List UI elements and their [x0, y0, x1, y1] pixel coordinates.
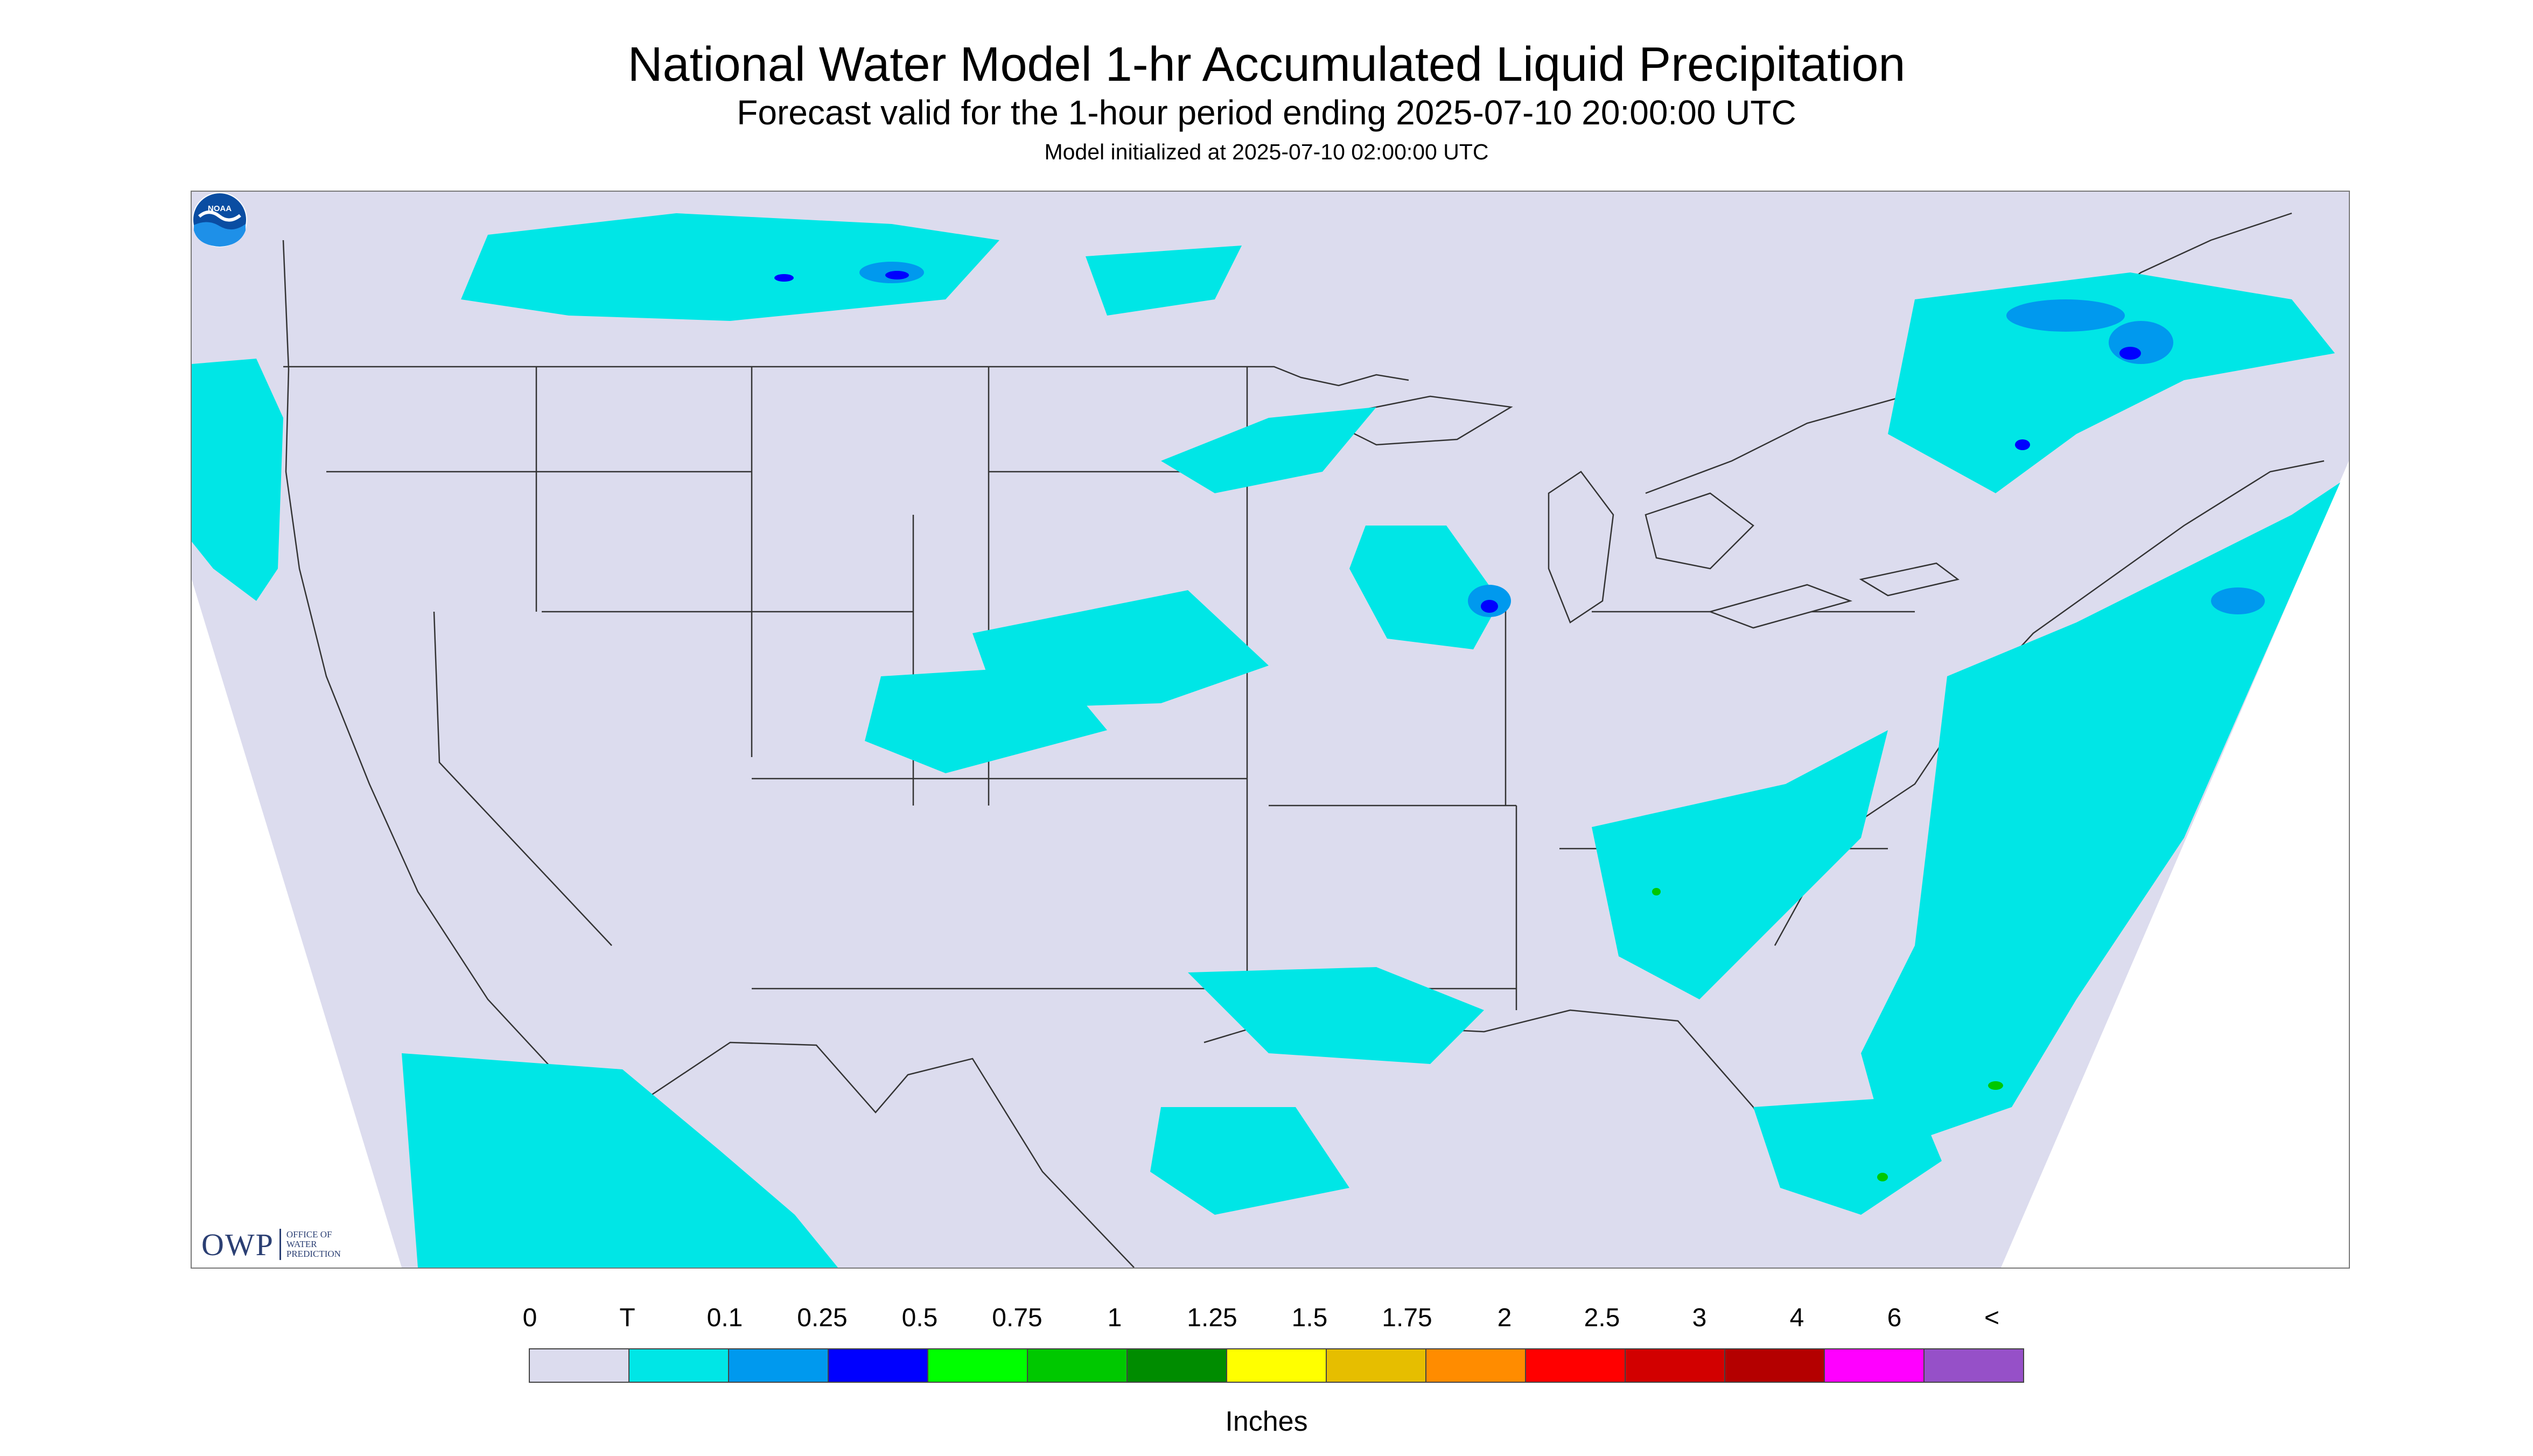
legend-swatch [1326, 1348, 1426, 1383]
precipitation-trace-areas [192, 213, 2340, 1268]
legend-tick-label: 2.5 [1584, 1304, 1620, 1332]
legend-tick-label: < [1984, 1304, 2000, 1332]
legend-swatch [1724, 1348, 1825, 1383]
legend-swatch [1525, 1348, 1626, 1383]
legend-tick-label: 0.5 [901, 1304, 938, 1332]
legend-tick-label: T [619, 1304, 635, 1332]
legend-swatch [1824, 1348, 1925, 1383]
map-canvas [192, 192, 2349, 1268]
noaa-logo-icon: NOAA [192, 192, 247, 247]
owp-logo-line: WATER [286, 1239, 317, 1249]
legend-tick-label: 2 [1497, 1304, 1512, 1332]
legend-tick-label: 1.25 [1187, 1304, 1237, 1332]
legend-swatch [1625, 1348, 1725, 1383]
legend-swatch [1923, 1348, 2024, 1383]
precipitation-heavy-areas [1652, 888, 2003, 1181]
map-subtitle: Forecast valid for the 1-hour period end… [737, 93, 1796, 132]
owp-logo: OWP OFFICE OF WATER PREDICTION [201, 1226, 341, 1263]
legend-swatch [927, 1348, 1028, 1383]
legend-swatch [828, 1348, 928, 1383]
color-legend [529, 1348, 2024, 1383]
legend-tick-label: 1.75 [1382, 1304, 1432, 1332]
legend-tick-label: 6 [1887, 1304, 1902, 1332]
legend-swatch [1126, 1348, 1227, 1383]
model-domain [192, 192, 2349, 1268]
legend-swatch [1425, 1348, 1526, 1383]
legend-tick-label: 1.5 [1291, 1304, 1328, 1332]
legend-swatch [1027, 1348, 1128, 1383]
legend-swatch [628, 1348, 729, 1383]
map-title: National Water Model 1-hr Accumulated Li… [627, 38, 1906, 92]
legend-tick-label: 4 [1789, 1304, 1804, 1332]
owp-logo-line: PREDICTION [286, 1249, 341, 1259]
owp-logo-divider [279, 1229, 281, 1260]
svg-text:NOAA: NOAA [208, 204, 232, 213]
legend-tick-label: 0.75 [992, 1304, 1042, 1332]
legend-units: Inches [1225, 1406, 1308, 1437]
legend-tick-label: 3 [1692, 1304, 1707, 1332]
legend-tick-label: 0 [522, 1304, 537, 1332]
owp-logo-text: OFFICE OF WATER PREDICTION [286, 1230, 341, 1259]
legend-swatch [728, 1348, 829, 1383]
legend-tick-label: 0.25 [797, 1304, 848, 1332]
model-init-note: Model initialized at 2025-07-10 02:00:00… [1044, 139, 1489, 164]
precipitation-moderate-areas [774, 271, 2141, 613]
legend-tick-label: 1 [1107, 1304, 1122, 1332]
legend-swatch [1226, 1348, 1327, 1383]
legend-tick-label: 0.1 [706, 1304, 743, 1332]
legend-swatch [529, 1348, 629, 1383]
owp-logo-mark: OWP [201, 1227, 274, 1262]
owp-logo-line: OFFICE OF [286, 1229, 332, 1240]
precipitation-map: OWP OFFICE OF WATER PREDICTION NOAA [191, 191, 2350, 1269]
